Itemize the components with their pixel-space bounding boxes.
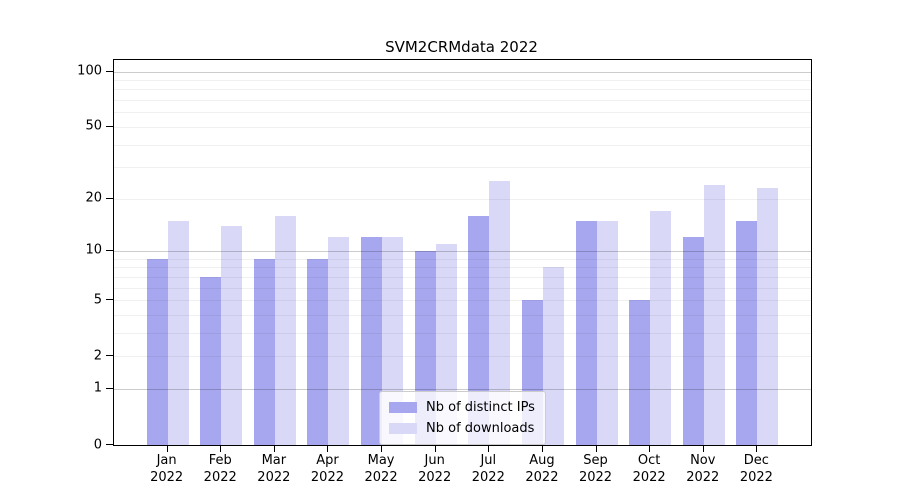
bar-distinct-ips-dec	[736, 220, 758, 445]
y-tick-label: 0	[93, 437, 102, 452]
x-tick-label-jan: Jan 2022	[150, 453, 184, 485]
y-tick-mark	[106, 70, 113, 72]
gridline-minor	[114, 100, 811, 102]
gridline-minor	[114, 89, 811, 91]
bar-distinct-ips-nov	[682, 237, 704, 445]
bar-distinct-ips-jan	[146, 258, 168, 445]
y-tick-label: 5	[93, 292, 102, 308]
x-tick-mark	[381, 445, 383, 452]
x-tick-label-feb: Feb 2022	[203, 453, 237, 485]
y-tick-mark	[106, 387, 113, 389]
bar-distinct-ips-jul	[468, 215, 490, 445]
y-tick-label: 10	[85, 242, 102, 258]
x-tick-mark	[166, 445, 168, 452]
plot-area: Nb of distinct IPs Nb of downloads	[113, 59, 812, 446]
y-tick-label: 100	[77, 63, 102, 79]
x-tick-mark	[702, 445, 704, 452]
y-tick-label: 1	[93, 380, 102, 396]
bar-downloads-aug	[542, 267, 564, 445]
bar-downloads-apr	[328, 237, 350, 445]
bar-downloads-feb	[221, 225, 243, 445]
bar-downloads-dec	[757, 187, 779, 445]
x-tick-label-apr: Apr 2022	[310, 453, 344, 485]
legend-item-downloads: Nb of downloads	[389, 419, 535, 438]
y-tick-mark	[106, 125, 113, 127]
gridline-minor	[114, 144, 811, 146]
legend: Nb of distinct IPs Nb of downloads	[379, 391, 546, 445]
bar-distinct-ips-oct	[629, 300, 651, 445]
bar-downloads-oct	[650, 211, 672, 445]
bar-distinct-ips-mar	[253, 258, 275, 445]
y-tick-mark	[106, 299, 113, 301]
legend-item-distinct-ips: Nb of distinct IPs	[389, 398, 535, 417]
x-tick-label-sep: Sep 2022	[578, 453, 613, 485]
x-tick-mark	[488, 445, 490, 452]
x-tick-mark	[541, 445, 543, 452]
x-tick-mark	[327, 445, 329, 452]
legend-label-distinct-ips: Nb of distinct IPs	[426, 400, 535, 415]
x-tick-label-oct: Oct 2022	[632, 453, 666, 485]
bar-distinct-ips-may	[361, 237, 383, 445]
y-tick-mark	[106, 249, 113, 251]
bar-downloads-jul	[489, 181, 511, 445]
chart-title: SVM2CRMdata 2022	[385, 38, 538, 56]
bar-downloads-jan	[167, 220, 189, 445]
gridline-minor	[114, 167, 811, 169]
gridline-minor	[114, 126, 811, 128]
bar-distinct-ips-apr	[307, 258, 329, 445]
x-tick-mark	[595, 445, 597, 452]
x-tick-mark	[273, 445, 275, 452]
x-tick-mark	[434, 445, 436, 452]
x-tick-label-jul: Jul 2022	[471, 453, 505, 485]
y-tick-mark	[106, 197, 113, 199]
y-tick-label: 50	[85, 118, 102, 134]
gridline-minor	[114, 80, 811, 82]
gridline-minor	[114, 112, 811, 114]
gridline-major	[114, 71, 811, 73]
x-tick-label-mar: Mar 2022	[257, 453, 291, 485]
x-tick-label-nov: Nov 2022	[686, 453, 720, 485]
bar-downloads-sep	[596, 220, 618, 445]
legend-label-downloads: Nb of downloads	[426, 421, 535, 436]
y-tick-mark	[106, 355, 113, 357]
x-tick-label-dec: Dec 2022	[739, 453, 773, 485]
bar-downloads-nov	[703, 184, 725, 445]
bar-distinct-ips-sep	[575, 220, 597, 445]
x-tick-label-jun: Jun 2022	[418, 453, 452, 485]
legend-swatch-distinct-ips	[389, 402, 417, 413]
y-tick-label: 2	[93, 348, 102, 364]
x-tick-label-aug: Aug 2022	[525, 453, 559, 485]
bar-downloads-mar	[274, 215, 296, 445]
bar-distinct-ips-feb	[200, 276, 222, 445]
x-tick-mark	[649, 445, 651, 452]
y-tick-mark	[106, 444, 113, 445]
x-tick-mark	[756, 445, 758, 452]
x-tick-label-may: May 2022	[364, 453, 398, 485]
legend-swatch-downloads	[389, 423, 417, 434]
y-tick-label: 20	[85, 190, 102, 206]
x-tick-mark	[220, 445, 222, 452]
